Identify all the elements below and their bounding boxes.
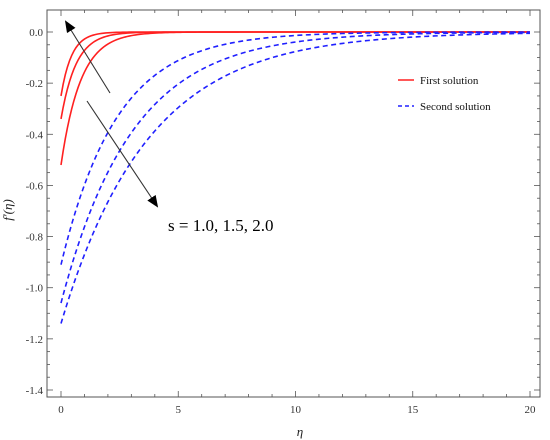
plot-frame	[46, 9, 541, 398]
legend-label-second-solution: Second solution	[420, 101, 491, 113]
axes: 0 5 10 15 20 0.0 -0.2 -0.4 -0.6 -0.8 -1.0 -1.2 -1.4	[26, 9, 541, 416]
x-tick-label: 10	[290, 404, 302, 416]
y-tick-label: -1.2	[26, 334, 43, 346]
y-tick-label: -0.6	[26, 180, 44, 192]
annotation: s = 1.0, 1.5, 2.0	[64, 20, 273, 235]
second-solution-curve	[60, 32, 531, 324]
second-solution-curve	[60, 31, 530, 265]
plot-lines	[60, 31, 531, 324]
legend-label-first-solution: First solution	[420, 75, 479, 87]
y-tick-label: -0.4	[26, 129, 44, 141]
annotation-arrow-down	[86, 100, 159, 208]
annotation-arrow-up	[64, 20, 111, 94]
x-tick-label: 15	[407, 404, 419, 416]
x-tick-label: 5	[176, 404, 182, 416]
y-tick-label: -0.8	[26, 232, 44, 244]
second-solution-curve	[60, 31, 531, 304]
x-tick-label: 20	[525, 404, 537, 416]
y-tick-label: -1.0	[26, 283, 44, 295]
legend: First solution Second solution	[398, 75, 491, 113]
y-tick-label: -0.2	[26, 78, 43, 90]
y-axis-label: f′(η)	[0, 199, 15, 221]
x-axis-label: η	[297, 424, 303, 439]
y-tick-label: -1.4	[26, 385, 44, 397]
x-tick-label: 0	[58, 404, 64, 416]
y-tick-label: 0.0	[29, 27, 43, 39]
annotation-label: s = 1.0, 1.5, 2.0	[168, 216, 273, 235]
